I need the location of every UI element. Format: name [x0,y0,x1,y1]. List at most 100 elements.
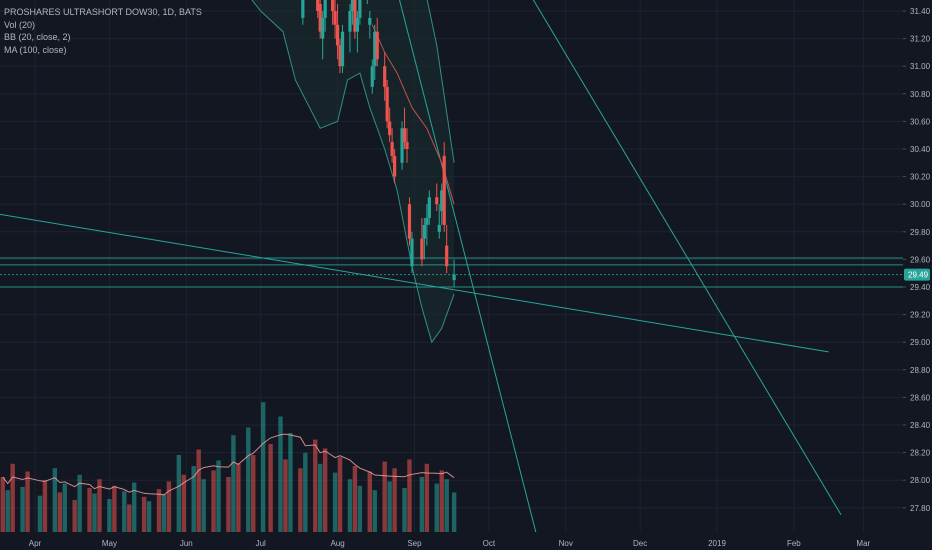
horizontal-levels [0,257,903,288]
time-axis[interactable]: Apr May Jun Jul Aug Sep Oct Nov Dec 2019 Feb Mar [0,532,932,550]
time-tick-label: Dec [633,539,647,548]
candle-body[interactable] [393,155,397,177]
volume-bar [318,463,323,532]
candle-body[interactable] [370,66,374,87]
candle-body[interactable] [407,204,412,239]
price-tick-label: 31.40 [910,7,931,16]
volume-bar [122,491,127,532]
last-price-tag: 29.49 [904,268,930,281]
candle-body[interactable] [348,11,352,32]
candle-body[interactable] [445,245,449,267]
volume-bar [62,483,67,532]
candle-body[interactable] [316,0,320,12]
candle-body[interactable] [331,0,335,12]
price-tick-label: 28.20 [910,449,931,458]
volume-bar [372,490,377,532]
volume-bar [42,480,48,532]
price-tick-label: 31.00 [910,62,931,71]
candle-body[interactable] [422,224,426,239]
volume-bar [298,468,303,532]
time-tick-label: Nov [559,539,573,548]
candle-body[interactable] [323,0,327,18]
volume-bar [201,479,206,532]
candle-body[interactable] [383,66,387,87]
candle-body[interactable] [452,274,456,281]
candle-body[interactable] [427,197,431,218]
price-tick-label: 29.60 [910,255,931,264]
candle-body[interactable] [435,197,439,205]
volume-bar [87,488,92,532]
legend-bollinger[interactable]: BB (20, close, 2) [4,32,71,42]
volume-bar [57,492,62,532]
volume-bar [20,486,25,532]
candle-body[interactable] [440,190,444,212]
volume-bar [313,439,318,532]
volume-bar [288,433,293,532]
volume-bar [392,468,397,532]
volume-bar [107,499,112,532]
volume-bar [10,463,15,532]
candle-body[interactable] [358,0,362,18]
candle-body[interactable] [442,155,446,225]
candle-body[interactable] [338,45,342,67]
volume-bar [181,474,186,532]
candle-body[interactable] [385,86,389,122]
trendlines[interactable] [0,0,842,533]
time-axis-bg [0,532,932,550]
candlesticks[interactable] [301,0,456,287]
price-tick-label: 30.60 [910,117,931,126]
trendline[interactable] [0,211,829,353]
trendline[interactable] [385,0,537,533]
last-price-tag-bg [904,268,930,281]
candle-body[interactable] [420,238,424,260]
price-tick-label: 30.40 [910,145,931,154]
candle-body[interactable] [437,224,441,232]
price-tick-label: 28.60 [910,393,931,402]
volume-bar [141,496,147,532]
candle-body[interactable] [301,0,305,18]
volume-ma-line [2,433,455,496]
candle-body[interactable] [410,238,414,267]
price-tick-label: 30.80 [910,90,931,99]
candle-body[interactable] [375,31,379,60]
time-tick-label: Sep [407,539,422,548]
bollinger-bands [251,0,455,344]
volume-bar [424,463,430,532]
volume-bar [434,483,439,532]
price-tick-label: 29.00 [910,338,931,347]
candle-body[interactable] [405,142,409,149]
candle-body[interactable] [402,128,407,143]
price-tick-label: 29.40 [910,283,931,292]
last-price-label: 29.49 [908,271,929,280]
volume-bar [92,493,97,532]
volume-bar [211,470,216,532]
candle-body[interactable] [333,11,337,25]
candle-body[interactable] [400,128,404,163]
candle-body[interactable] [318,4,322,32]
candle-body[interactable] [340,31,345,67]
time-tick-label: Jun [180,539,193,548]
candle-body[interactable] [368,17,372,25]
candle-body[interactable] [388,121,392,136]
candle-body[interactable] [373,31,377,67]
volume-bar [387,481,392,532]
volume-bar [246,427,251,532]
candle-body[interactable] [321,17,325,39]
trendline[interactable] [499,0,842,515]
volume-bar [166,481,172,532]
candle-body[interactable] [425,218,429,225]
legend-title[interactable]: PROSHARES ULTRASHORT DOW30, 1D, BATS [4,7,202,17]
price-tick-label: 31.20 [910,35,931,44]
candle-body[interactable] [350,0,355,12]
legend-volume[interactable]: Vol (20) [4,19,36,30]
volume-bar [451,492,457,532]
candle-body[interactable] [335,24,340,46]
candle-body[interactable] [355,17,359,32]
volume-bar [352,466,358,532]
legend-moving-average[interactable]: MA (100, close) [4,44,67,55]
volume-bar [5,490,10,532]
price-tick-label: 27.80 [910,504,931,513]
candle-body[interactable] [353,0,357,32]
candle-body[interactable] [390,142,394,156]
